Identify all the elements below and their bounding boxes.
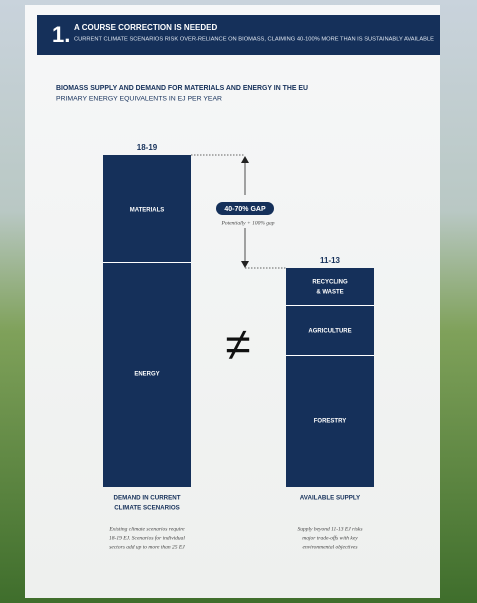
figure-title: BIOMASS SUPPLY AND DEMAND FOR MATERIALS …: [56, 83, 308, 92]
header-number: 1.: [52, 22, 70, 47]
segment-label: ENERGY: [134, 372, 159, 378]
header-subtitle: CURRENT CLIMATE SCENARIOS RISK OVER-RELI…: [74, 36, 434, 42]
segment-label: MATERIALS: [130, 208, 165, 214]
demand-total: 18-19: [137, 143, 158, 152]
footnote: sectors add up to more than 25 EJ: [109, 544, 185, 550]
footnote: 18-19 EJ. Scenarios for individual: [109, 534, 185, 541]
supply-bar: [286, 268, 374, 487]
segment-label: AGRICULTURE: [308, 329, 351, 335]
footnote: Supply beyond 11-13 EJ risks: [298, 526, 363, 532]
gap-label: 40-70% GAP: [224, 206, 266, 213]
panel: [25, 5, 440, 598]
infographic: 1. A COURSE CORRECTION IS NEEDED CURRENT…: [0, 0, 477, 603]
footnote: major trade-offs with key: [302, 534, 358, 541]
not-equal-symbol: ≠: [225, 318, 250, 370]
footnote: environmental objectives: [303, 544, 358, 550]
bar-label: DEMAND IN CURRENT: [113, 495, 180, 502]
figure-subtitle: PRIMARY ENERGY EQUIVALENTS IN EJ PER YEA…: [56, 96, 222, 103]
segment-label: FORESTRY: [314, 419, 346, 425]
gap-note: Potentially + 100% gap: [220, 220, 274, 226]
supply-total: 11-13: [320, 256, 341, 265]
footnote: Existing climate scenarios require: [108, 526, 185, 532]
header-band: [37, 15, 440, 55]
page: {"header": {"number": "1.", "title": "A …: [0, 0, 477, 603]
segment-label: & WASTE: [316, 290, 343, 296]
segment-label: RECYCLING: [312, 280, 348, 286]
bar-label: CLIMATE SCENARIOS: [114, 505, 180, 512]
bar-label: AVAILABLE SUPPLY: [300, 495, 361, 502]
header-title: A COURSE CORRECTION IS NEEDED: [74, 23, 217, 32]
